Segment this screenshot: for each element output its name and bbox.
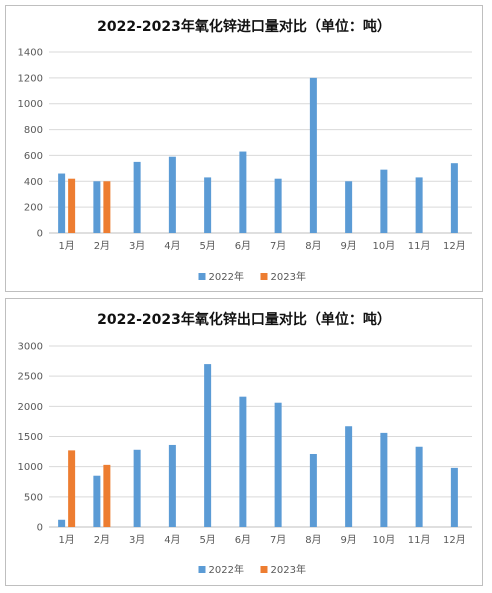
import-legend-swatch (198, 273, 206, 280)
import-bar-2022 (58, 173, 66, 233)
export-y-tick-label: 0 (37, 523, 43, 534)
import-bar-2022 (168, 156, 176, 233)
export-y-tick-label: 1500 (18, 432, 43, 443)
export-bar-chart: 0 500 1000 1500 2000 2500 3000 1月 2月 3月 4月 5月 6月 7月 8月… (18, 342, 472, 576)
export-x-tick-label: 4月 (164, 534, 180, 546)
export-y-tick-label: 1000 (18, 462, 43, 473)
import-x-tick-label: 6月 (235, 240, 251, 252)
import-y-tick-label: 600 (24, 151, 43, 162)
export-y-tick-label: 2000 (18, 402, 43, 413)
export-bar-2022 (345, 426, 353, 527)
import-bar-2022 (204, 177, 212, 233)
export-legend-swatch (260, 566, 268, 573)
export-bar-2022 (309, 453, 317, 527)
import-y-tick-label: 400 (24, 177, 43, 188)
export-legend-label: 2023年 (271, 563, 306, 576)
import-x-tick-label: 1月 (58, 240, 74, 252)
import-bar-chart: 0 200 400 600 800 1000 1200 1400 1月 2月 3月 4月 5月 6月 7月 8… (18, 48, 472, 283)
import-bar-2022 (309, 77, 317, 233)
export-x-tick-label: 10月 (373, 534, 396, 546)
import-bar-2022 (133, 161, 141, 233)
import-x-tick-label: 4月 (164, 240, 180, 252)
import-x-tick-label: 12月 (443, 240, 466, 252)
export-x-tick-label: 7月 (270, 534, 286, 546)
import-bar-2022 (415, 177, 423, 233)
export-bar-2023 (68, 450, 76, 527)
export-bar-2022 (415, 446, 423, 527)
export-chart-panel: 2022-2023年氧化锌出口量对比（单位：吨） 0 500 1000 1500 200… (5, 298, 483, 586)
export-x-tick-label: 6月 (235, 534, 251, 546)
export-bar-2022 (58, 519, 66, 527)
import-chart-panel: 2022-2023年氧化锌进口量对比（单位：吨） 0 200 400 600 800 10… (5, 5, 483, 292)
import-x-tick-label: 11月 (408, 240, 431, 252)
export-x-tick-label: 3月 (129, 534, 145, 546)
import-bar-2023 (68, 178, 76, 233)
import-bar-2022 (450, 163, 458, 233)
export-bar-2022 (380, 432, 388, 527)
export-bar-2022 (450, 467, 458, 527)
import-chart-title: 2022-2023年氧化锌进口量对比（单位：吨） (97, 19, 391, 35)
import-x-tick-label: 3月 (129, 240, 145, 252)
export-x-tick-label: 8月 (305, 534, 321, 546)
import-x-tick-label: 2月 (94, 240, 110, 252)
import-y-tick-label: 200 (24, 203, 43, 214)
export-x-tick-label: 5月 (199, 534, 215, 546)
import-y-tick-label: 1200 (18, 73, 43, 84)
import-legend-label: 2023年 (271, 270, 306, 283)
export-bar-2022 (204, 364, 212, 527)
import-y-tick-label: 800 (24, 125, 43, 136)
import-bar-2022 (239, 151, 247, 233)
import-x-tick-label: 10月 (373, 240, 396, 252)
export-y-tick-label: 2500 (18, 372, 43, 383)
export-bar-2022 (93, 475, 101, 527)
import-x-tick-label: 5月 (199, 240, 215, 252)
export-y-tick-label: 3000 (18, 342, 43, 353)
export-bar-2022 (239, 396, 247, 527)
export-x-tick-label: 9月 (340, 534, 356, 546)
import-bar-2022 (345, 181, 353, 233)
export-y-tick-label: 500 (24, 492, 43, 503)
import-legend-label: 2022年 (209, 270, 244, 283)
import-y-tick-label: 1400 (18, 48, 43, 59)
export-legend-swatch (198, 566, 206, 573)
import-y-tick-label: 1000 (18, 99, 43, 110)
import-bar-2022 (380, 169, 388, 233)
export-chart-title: 2022-2023年氧化锌出口量对比（单位：吨） (97, 312, 391, 328)
export-x-tick-label: 1月 (58, 534, 74, 546)
export-x-tick-label: 2月 (94, 534, 110, 546)
export-x-tick-label: 12月 (443, 534, 466, 546)
export-bar-2022 (168, 444, 176, 527)
import-x-tick-label: 9月 (340, 240, 356, 252)
export-bar-2023 (103, 464, 111, 527)
import-legend-swatch (260, 273, 268, 280)
import-bar-2023 (103, 181, 111, 233)
export-x-tick-label: 11月 (408, 534, 431, 546)
import-y-tick-label: 0 (37, 229, 43, 240)
import-bar-2022 (274, 178, 282, 233)
import-x-tick-label: 8月 (305, 240, 321, 252)
import-x-tick-label: 7月 (270, 240, 286, 252)
import-bar-2022 (93, 181, 101, 233)
export-bar-2022 (133, 449, 141, 527)
export-legend-label: 2022年 (209, 563, 244, 576)
export-bar-2022 (274, 402, 282, 527)
